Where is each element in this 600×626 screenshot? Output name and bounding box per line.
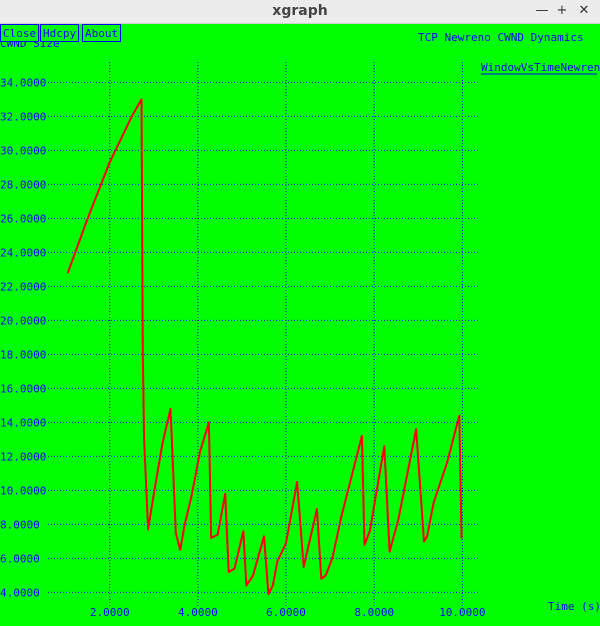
data-point — [245, 584, 248, 587]
close-window-icon[interactable]: ✕ — [578, 3, 590, 18]
data-point — [67, 272, 69, 274]
y-tick-label: 18.0000 — [0, 348, 46, 361]
data-point — [152, 493, 155, 495]
title-bar[interactable]: xgraph — + ✕ — [0, 0, 600, 24]
data-point — [130, 115, 133, 118]
x-tick-label: 6.0000 — [266, 606, 306, 619]
data-point — [368, 530, 371, 532]
data-point — [179, 549, 182, 551]
y-tick-label: 22.0000 — [0, 280, 46, 293]
plot-area: 4.0000 6.0000 8.0000 10.0000 12.0000 14.0000 1… — [0, 24, 600, 621]
data-point — [227, 571, 230, 573]
data-point — [458, 414, 461, 417]
minimize-icon[interactable]: — — [535, 3, 549, 18]
y-tick-label: 6.0000 — [0, 552, 40, 565]
data-point — [383, 445, 386, 448]
data-point — [86, 217, 89, 220]
series-line-windowvstimenewreno — [66, 98, 463, 596]
x-tick-labels: 2.0000 4.0000 6.0000 8.0000 10.0000 — [90, 606, 486, 619]
data-point — [199, 450, 201, 453]
data-point — [302, 566, 305, 568]
y-tick-label: 14.0000 — [0, 416, 46, 429]
data-point — [263, 535, 265, 538]
data-point — [316, 508, 318, 510]
data-point — [242, 530, 245, 532]
data-point — [331, 557, 334, 560]
data-point — [190, 496, 193, 499]
data-point — [233, 567, 236, 570]
chart-title: TCP Newreno CWND Dynamics — [418, 31, 584, 44]
series-lines — [66, 98, 463, 596]
maximize-icon[interactable]: + — [556, 3, 568, 18]
y-tick-label: 30.0000 — [0, 144, 46, 157]
x-tick-label: 10.0000 — [439, 606, 485, 619]
x-tick-label: 8.0000 — [354, 606, 394, 619]
data-point — [415, 428, 417, 431]
data-point — [361, 435, 363, 437]
data-point — [324, 574, 327, 577]
data-point — [426, 535, 428, 538]
y-tick-label: 20.0000 — [0, 314, 46, 327]
x-tick-label: 2.0000 — [90, 606, 130, 619]
y-tick-label: 26.0000 — [0, 212, 46, 225]
data-point — [210, 537, 212, 539]
data-point — [147, 528, 149, 531]
data-point — [216, 533, 219, 536]
data-point — [108, 161, 111, 164]
y-tick-label: 4.0000 — [0, 586, 40, 599]
data-point — [276, 561, 279, 563]
data-point — [340, 516, 342, 519]
about-button[interactable]: About — [82, 24, 122, 42]
data-point — [183, 523, 186, 526]
x-axis-label: Time (s) — [548, 600, 600, 613]
data-point — [285, 542, 287, 544]
y-tick-label: 28.0000 — [0, 178, 46, 191]
data-point — [169, 408, 172, 410]
data-point — [363, 544, 366, 546]
data-point — [397, 518, 400, 521]
data-point — [252, 574, 254, 577]
data-point — [141, 353, 144, 356]
grid-lines — [48, 62, 480, 606]
y-tick-label: 24.0000 — [0, 246, 46, 259]
data-point — [143, 438, 145, 441]
data-point — [161, 442, 164, 444]
hdcpy-button[interactable]: Hdcpy — [40, 24, 80, 42]
x-tick-label: 4.0000 — [178, 606, 218, 619]
data-point — [208, 421, 210, 424]
y-tick-label: 8.0000 — [0, 518, 40, 531]
window-title: xgraph — [272, 3, 328, 19]
y-tick-label: 12.0000 — [0, 450, 46, 463]
cwnd-chart: 4.0000 6.0000 8.0000 10.0000 12.0000 14.0000 1… — [0, 31, 600, 619]
data-point — [267, 593, 270, 595]
data-point — [272, 584, 274, 587]
y-tick-labels: 4.0000 6.0000 8.0000 10.0000 12.0000 14.0000 1… — [0, 76, 46, 599]
close-button[interactable]: Close — [0, 24, 40, 42]
data-point — [296, 481, 298, 483]
data-point — [446, 462, 448, 465]
data-point — [432, 501, 435, 504]
data-point — [140, 98, 143, 101]
data-point — [423, 540, 425, 543]
y-tick-label: 32.0000 — [0, 110, 46, 123]
y-tick-label: 16.0000 — [0, 382, 46, 395]
legend-entry: WindowVsTimeNewreno — [481, 61, 600, 74]
data-point — [175, 532, 177, 534]
data-point — [224, 493, 227, 495]
y-tick-label: 34.0000 — [0, 76, 46, 89]
data-point — [320, 578, 323, 580]
data-point — [460, 537, 463, 539]
data-point — [388, 550, 391, 553]
y-tick-label: 10.0000 — [0, 484, 46, 497]
